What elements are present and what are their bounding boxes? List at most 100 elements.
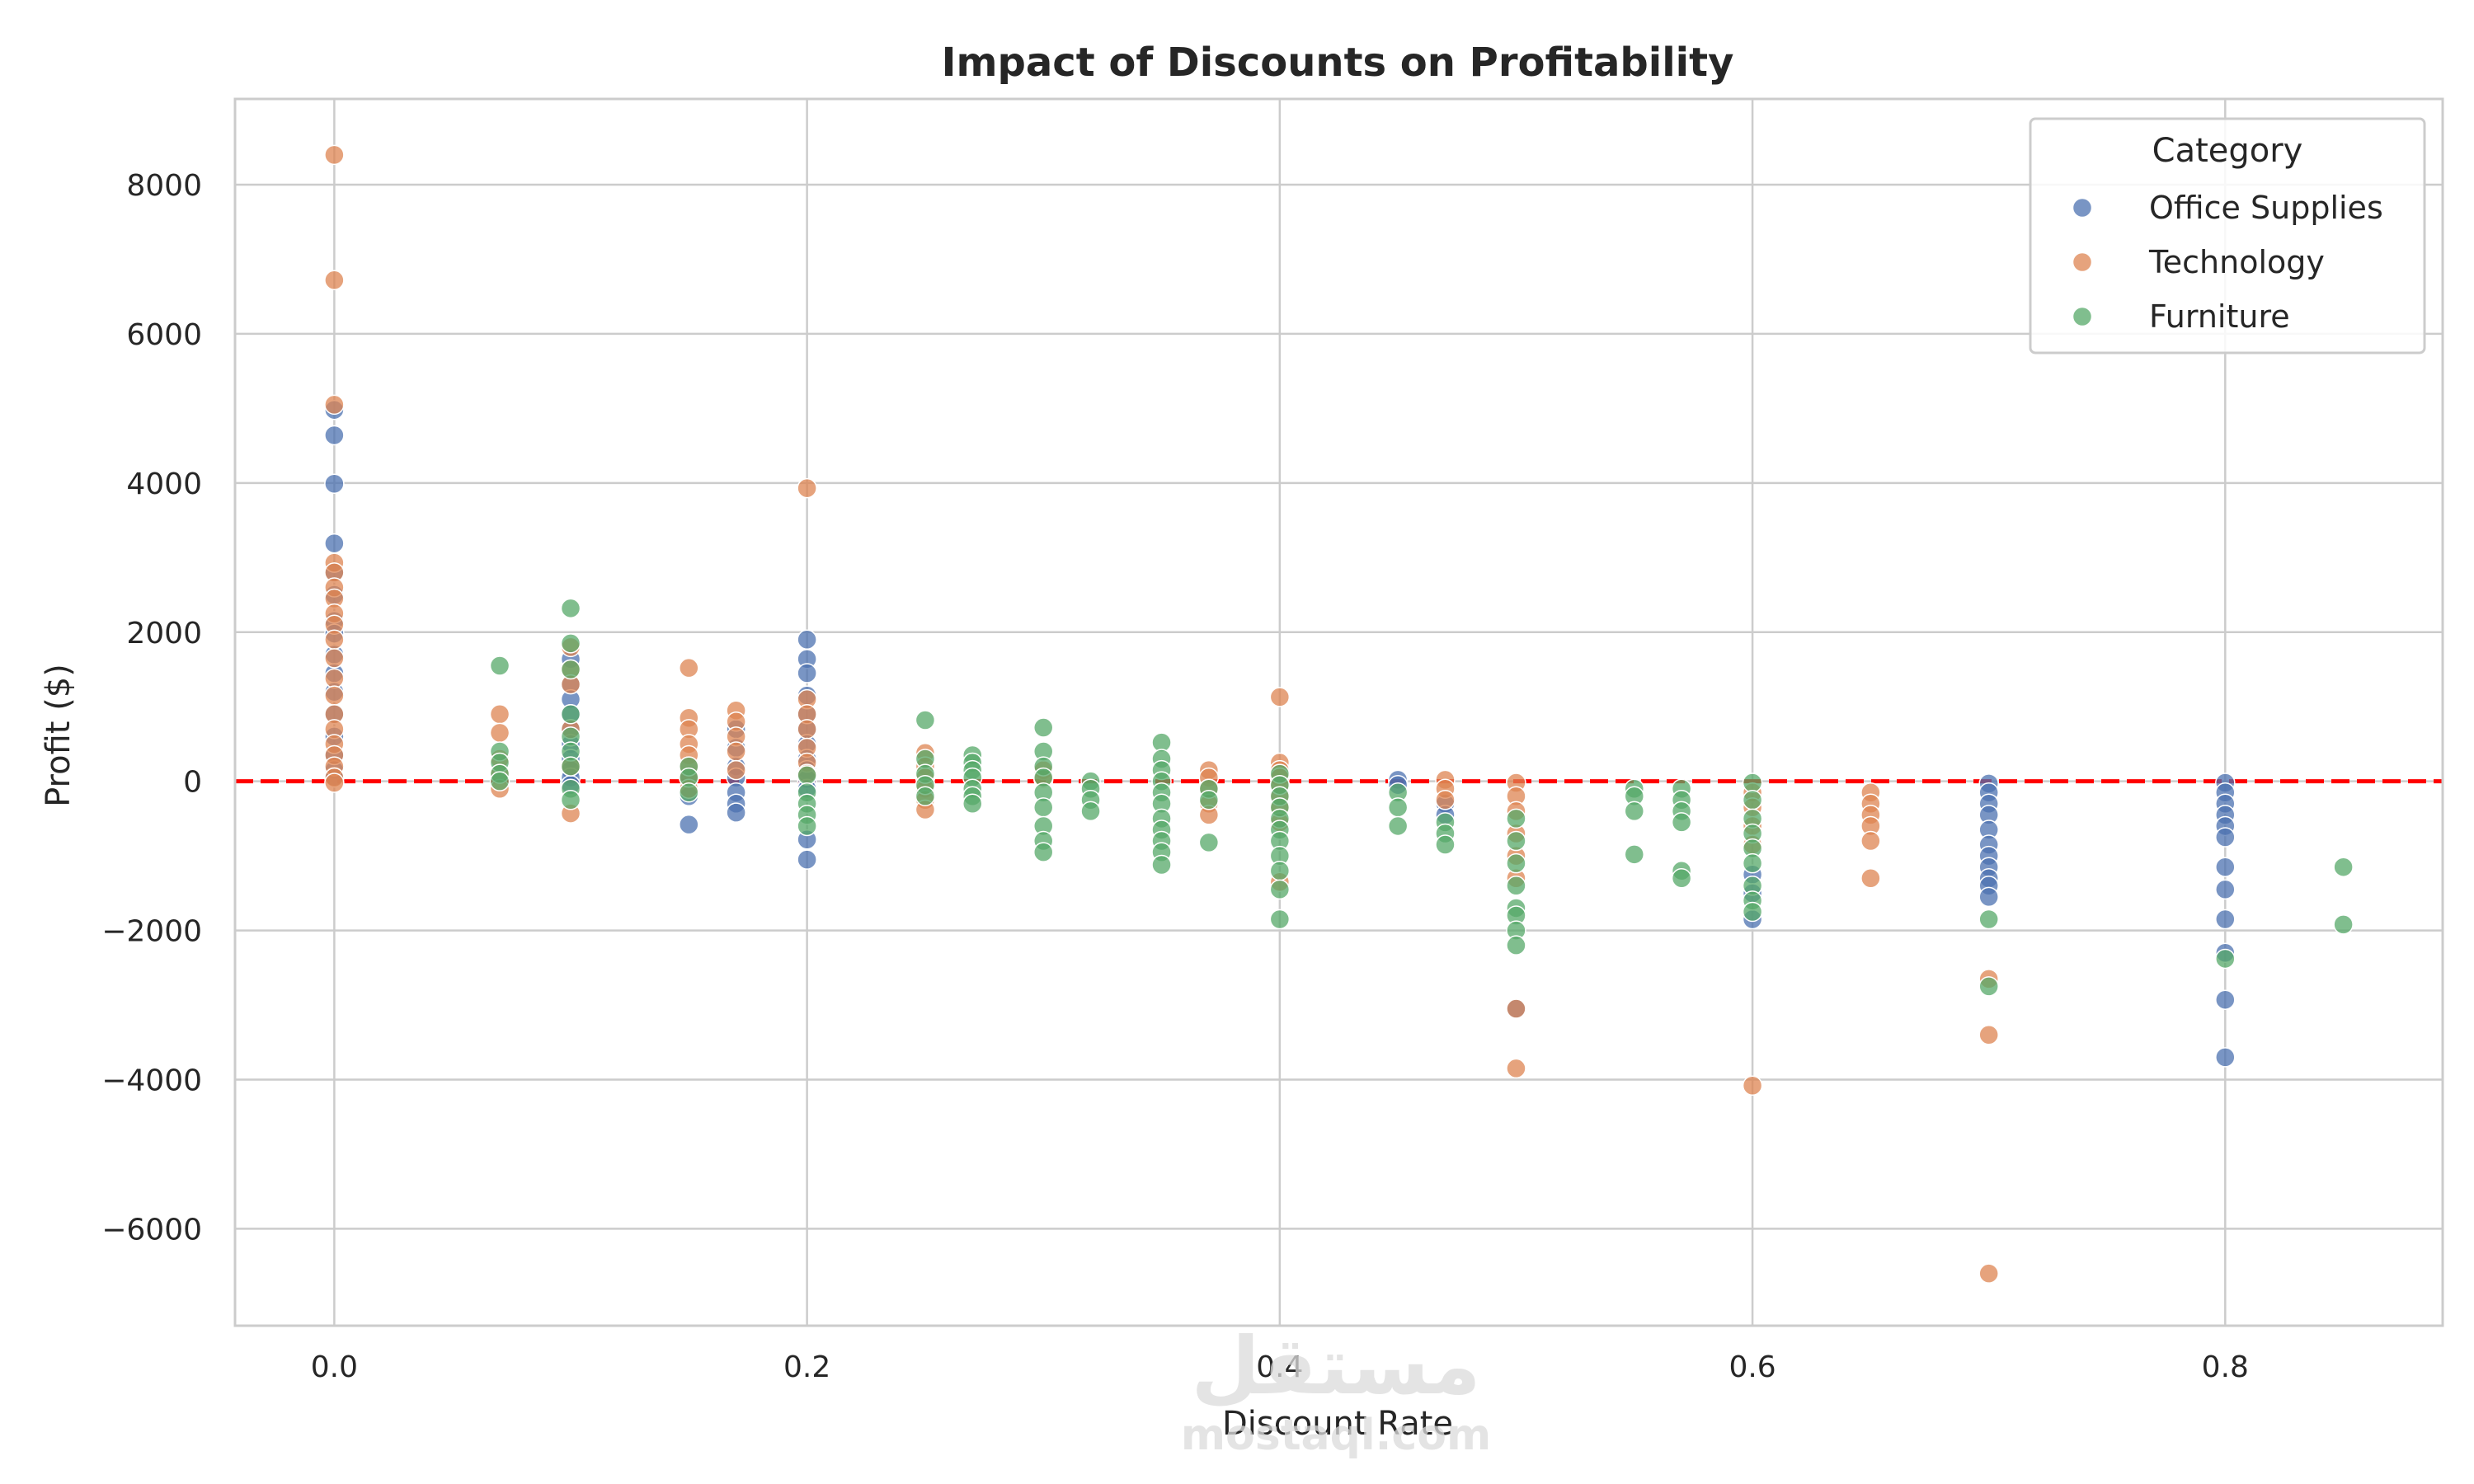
data-point: [726, 741, 746, 762]
data-point: [1671, 868, 1692, 889]
data-point: [1978, 1024, 1999, 1045]
data-point: [797, 765, 817, 786]
x-tick-label: 0.2: [783, 1350, 830, 1384]
data-point: [1269, 687, 1291, 707]
data-point: [2215, 989, 2236, 1010]
data-point: [1506, 830, 1526, 852]
data-point: [1198, 790, 1220, 810]
data-point: [1387, 797, 1409, 818]
data-point: [1506, 1058, 1526, 1079]
data-point: [1671, 812, 1692, 833]
data-point: [2215, 879, 2236, 900]
legend-title: Category: [2152, 132, 2303, 170]
data-point: [1742, 901, 1763, 923]
data-point: [1506, 852, 1526, 874]
data-point: [1269, 879, 1291, 900]
data-point: [1032, 717, 1054, 738]
y-tick-label: 2000: [126, 617, 202, 650]
data-point: [1269, 860, 1291, 881]
data-point: [489, 704, 510, 725]
legend-label: Office Supplies: [2149, 190, 2383, 226]
data-point: [1978, 909, 1999, 930]
watermark-arabic: مستقل: [1191, 1320, 1480, 1412]
data-point: [324, 773, 345, 793]
data-point: [1151, 854, 1172, 876]
x-tick-label: 0.0: [311, 1350, 358, 1384]
data-point: [324, 394, 345, 416]
data-point: [726, 759, 746, 781]
data-point: [962, 793, 983, 815]
data-point: [1435, 834, 1456, 855]
legend-label: Technology: [2148, 244, 2325, 280]
data-point: [797, 815, 817, 837]
data-point: [1978, 1263, 1999, 1284]
data-point: [1978, 976, 1999, 997]
legend-marker: [2072, 251, 2093, 273]
data-point: [2215, 909, 2236, 930]
data-point: [2215, 948, 2236, 970]
legend-label: Furniture: [2149, 298, 2290, 335]
data-point: [1860, 830, 1881, 852]
data-point: [2215, 857, 2236, 877]
data-point: [324, 668, 345, 689]
y-tick-label: 8000: [126, 169, 202, 203]
data-point: [679, 782, 699, 803]
data-point: [1742, 773, 1763, 793]
data-point: [324, 473, 345, 495]
data-point: [1032, 797, 1054, 818]
legend-marker: [2072, 197, 2093, 218]
data-point: [679, 657, 699, 679]
data-point: [489, 771, 510, 791]
watermark: مستقل mostaql.com: [1181, 1320, 1491, 1460]
data-point: [797, 849, 817, 870]
data-point: [1032, 842, 1054, 862]
data-point: [324, 629, 345, 650]
data-point: [560, 633, 581, 654]
data-point: [1198, 832, 1220, 853]
y-tick-label: 0: [183, 766, 202, 800]
x-tick-label: 0.8: [2202, 1350, 2249, 1384]
data-point: [489, 655, 510, 676]
data-point: [560, 659, 581, 680]
data-point: [2333, 914, 2354, 935]
y-tick-label: −4000: [101, 1064, 202, 1097]
data-point: [1624, 801, 1645, 822]
data-point: [560, 598, 581, 619]
data-point: [324, 648, 345, 669]
data-point: [726, 802, 746, 823]
y-tick-label: −6000: [101, 1213, 202, 1247]
data-point: [797, 663, 817, 683]
legend: Category Office Supplies Technology Furnit…: [2029, 117, 2426, 355]
y-tick-label: 4000: [126, 467, 202, 501]
data-point: [797, 629, 817, 650]
data-point: [1080, 801, 1101, 822]
data-point: [1860, 868, 1881, 889]
series-furniture: [489, 598, 2354, 997]
x-axis-label: Discount Rate: [1222, 1405, 1453, 1443]
data-point: [560, 756, 581, 777]
data-point: [489, 722, 510, 744]
data-point: [1506, 808, 1526, 829]
data-point: [1506, 935, 1526, 956]
legend-marker: [2072, 306, 2093, 327]
data-points: [324, 144, 2354, 1284]
data-point: [1978, 886, 1999, 908]
data-point: [324, 685, 345, 706]
data-point: [560, 790, 581, 810]
data-point: [2333, 857, 2354, 877]
x-axis-ticks: 0.0 0.2 0.4 0.6 0.8: [311, 1350, 2249, 1384]
data-point: [797, 719, 817, 740]
data-point: [324, 533, 345, 554]
data-point: [679, 814, 699, 835]
x-tick-label: 0.4: [1256, 1350, 1303, 1384]
legend-entries: Office Supplies Technology Furniture: [2072, 190, 2383, 335]
data-point: [560, 704, 581, 725]
data-point: [2215, 827, 2236, 848]
y-tick-label: 6000: [126, 318, 202, 352]
data-point: [915, 786, 936, 807]
chart-title: Impact of Discounts on Profitability: [942, 40, 1734, 86]
data-point: [797, 477, 817, 499]
y-axis-label: Profit ($): [40, 664, 78, 807]
data-point: [324, 270, 345, 291]
